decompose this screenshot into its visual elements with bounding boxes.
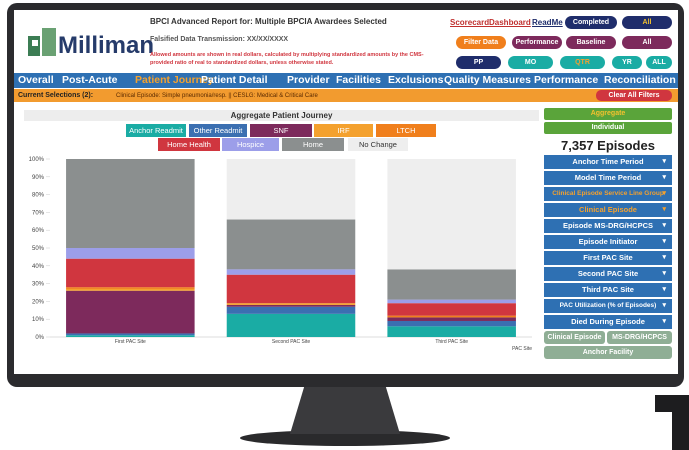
filter-dropdown[interactable]: First PAC Site xyxy=(544,251,672,265)
link[interactable]: Dashboard xyxy=(489,18,531,27)
legend-item[interactable]: Anchor Readmit xyxy=(126,124,186,137)
bar-segment xyxy=(387,321,516,326)
y-tick-label: 10% xyxy=(32,317,45,323)
button[interactable]: QTR xyxy=(560,56,605,69)
y-tick-label: 90% xyxy=(32,175,45,181)
filter-dropdown[interactable]: Anchor Time Period xyxy=(544,155,672,169)
legend-item[interactable]: IRF xyxy=(314,124,373,137)
bar-segment xyxy=(387,300,516,304)
x-tick-label: Third PAC Site xyxy=(435,339,468,345)
button[interactable]: MO xyxy=(508,56,553,69)
button[interactable]: All xyxy=(622,16,672,29)
bar-segment xyxy=(227,307,356,314)
bar-segment xyxy=(66,259,195,287)
bar-segment xyxy=(66,248,195,259)
bar-segment xyxy=(66,291,195,334)
y-tick-label: 70% xyxy=(32,210,45,216)
bar-segment xyxy=(66,333,195,335)
nav-item[interactable]: Quality Measures xyxy=(444,73,531,88)
bar-segment xyxy=(387,316,516,318)
bar-segment xyxy=(227,159,356,220)
bar-segment xyxy=(66,335,195,337)
y-tick-label: 80% xyxy=(32,193,45,199)
filter-dropdown[interactable]: Model Time Period xyxy=(544,171,672,185)
bar-segment xyxy=(387,269,516,299)
x-tick-label: Second PAC Site xyxy=(272,339,310,345)
legend-item[interactable]: SNF xyxy=(250,124,312,137)
bar-segment xyxy=(227,305,356,307)
button[interactable]: Filter Data xyxy=(456,36,506,49)
filter-dropdown[interactable]: Third PAC Site xyxy=(544,283,672,297)
bar-segment xyxy=(227,269,356,274)
filter-dropdown[interactable]: Died During Episode xyxy=(544,315,672,329)
button[interactable]: Completed xyxy=(565,16,617,29)
filter-dropdown[interactable]: Second PAC Site xyxy=(544,267,672,281)
link[interactable]: ReadMe xyxy=(532,18,563,27)
bar-segment xyxy=(66,159,195,248)
nav-item[interactable]: Exclusions xyxy=(388,73,443,88)
nav-item[interactable]: Facilities xyxy=(336,73,381,88)
nav-item[interactable]: Overall xyxy=(18,73,54,88)
toggle[interactable]: Aggregate xyxy=(544,108,672,120)
bar-segment xyxy=(227,314,356,337)
bar-segment xyxy=(387,326,516,337)
filter-dropdown[interactable]: Episode Initiator xyxy=(544,235,672,249)
legend-item[interactable]: Home Health xyxy=(158,138,220,151)
button[interactable]: Baseline xyxy=(566,36,616,49)
bar-segment xyxy=(227,303,356,305)
button[interactable]: PP xyxy=(456,56,501,69)
bar-segment xyxy=(66,287,195,289)
legend-item[interactable]: Hospice xyxy=(222,138,279,151)
button[interactable]: YR xyxy=(612,56,642,69)
legend-item[interactable]: No Change xyxy=(348,138,408,151)
nav-item[interactable]: Patient Detail xyxy=(201,73,268,88)
page: { "header": { "logo": "Milliman", "title… xyxy=(0,0,689,450)
link[interactable]: Scorecard xyxy=(450,18,489,27)
episode-count: 7,357 Episodes xyxy=(544,138,672,153)
bottom-button[interactable]: Anchor Facility xyxy=(544,346,672,359)
filter-dropdown[interactable]: Clinical Episode xyxy=(544,203,672,217)
bar-segment xyxy=(387,159,516,269)
bottom-button[interactable]: Clinical Episode xyxy=(544,331,605,344)
toggle[interactable]: Individual xyxy=(544,122,672,134)
legend-item[interactable]: Home xyxy=(282,138,344,151)
filter-dropdown[interactable]: Episode MS-DRG/HCPCS xyxy=(544,219,672,233)
y-tick-label: 30% xyxy=(32,282,45,288)
x-axis-label: PAC Site xyxy=(512,346,532,352)
legend-item[interactable]: LTCH xyxy=(376,124,436,137)
y-tick-label: 60% xyxy=(32,228,45,234)
y-tick-label: 100% xyxy=(29,157,45,163)
y-tick-label: 50% xyxy=(32,246,45,252)
button[interactable]: ALL xyxy=(646,56,672,69)
nav-item[interactable]: Reconciliation xyxy=(604,73,676,88)
filter-dropdown[interactable]: Clinical Episode Service Line Group xyxy=(544,187,672,201)
filter-dropdown[interactable]: PAC Utilization (% of Episodes) xyxy=(544,299,672,313)
nav-item[interactable]: Post-Acute xyxy=(62,73,117,88)
y-tick-label: 20% xyxy=(32,299,45,305)
button[interactable]: All xyxy=(622,36,672,49)
y-tick-label: 40% xyxy=(32,264,45,270)
bar-segment xyxy=(387,303,516,315)
nav-item[interactable]: Provider xyxy=(287,73,330,88)
corner-shape xyxy=(655,395,689,450)
bar-segment xyxy=(227,275,356,303)
y-tick-label: 0% xyxy=(35,335,44,341)
x-tick-label: First PAC Site xyxy=(115,339,146,345)
bar-segment xyxy=(227,220,356,270)
legend-item[interactable]: Other Readmit xyxy=(189,124,247,137)
bar-segment xyxy=(387,317,516,321)
nav-item[interactable]: Performance xyxy=(534,73,598,88)
bar-segment xyxy=(66,289,195,291)
button[interactable]: Performance xyxy=(512,36,562,49)
stand-neck xyxy=(290,384,400,434)
bottom-button[interactable]: MS-DRG/HCPCS xyxy=(607,331,672,344)
